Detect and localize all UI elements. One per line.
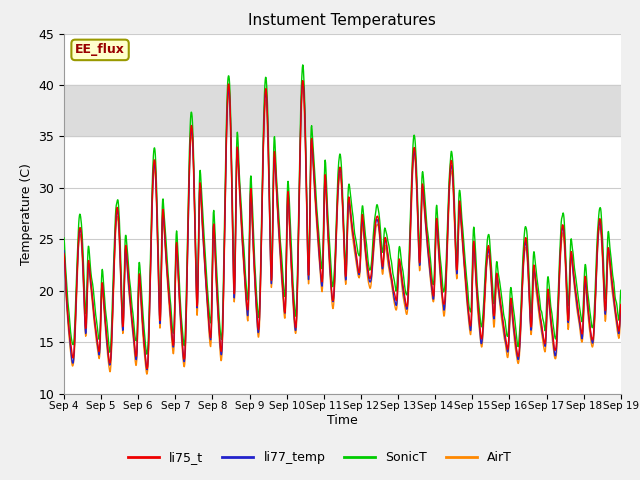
X-axis label: Time: Time: [327, 414, 358, 427]
Bar: [64, 85, 621, 136]
Text: EE_flux: EE_flux: [75, 43, 125, 56]
Title: Instument Temperatures: Instument Temperatures: [248, 13, 436, 28]
Legend: li75_t, li77_temp, SonicT, AirT: li75_t, li77_temp, SonicT, AirT: [123, 446, 517, 469]
Y-axis label: Temperature (C): Temperature (C): [20, 163, 33, 264]
